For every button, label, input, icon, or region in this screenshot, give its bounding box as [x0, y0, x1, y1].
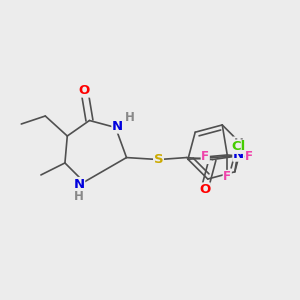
Text: H: H [74, 190, 84, 202]
Text: F: F [223, 170, 231, 184]
Text: N: N [112, 120, 123, 133]
Text: H: H [124, 111, 134, 124]
Text: O: O [79, 84, 90, 97]
Text: Cl: Cl [232, 140, 246, 153]
Text: N: N [74, 178, 85, 190]
Text: F: F [245, 151, 253, 164]
Text: H: H [234, 137, 244, 150]
Text: F: F [201, 151, 209, 164]
Text: S: S [154, 153, 163, 166]
Text: O: O [199, 183, 210, 196]
Text: N: N [233, 148, 244, 161]
